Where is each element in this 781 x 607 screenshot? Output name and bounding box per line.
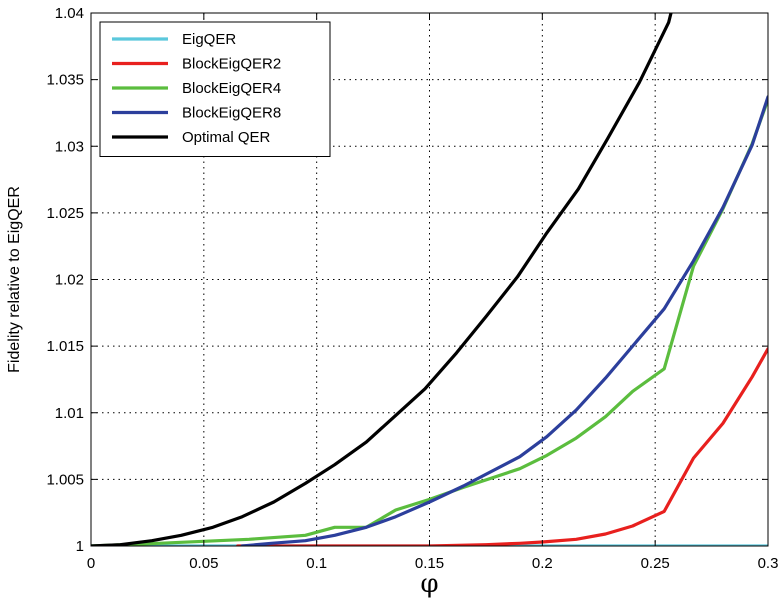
legend-label-optimal-qer: Optimal QER — [182, 129, 271, 146]
series-line-blockeigqer2 — [236, 347, 768, 546]
y-tick-label: 1 — [76, 538, 84, 555]
x-tick-label: 0.1 — [306, 555, 327, 572]
y-tick-label: 1.01 — [55, 405, 84, 422]
x-tick-label: 0.15 — [415, 555, 444, 572]
x-tick-label: 0.3 — [758, 555, 779, 572]
series-lines — [91, 13, 768, 546]
legend-label-blockeigqer8: BlockEigQER8 — [182, 105, 281, 122]
legend: EigQER BlockEigQER2 BlockEigQER4 BlockEigQE… — [99, 21, 331, 157]
y-tick-label: 1.03 — [55, 138, 84, 155]
y-tick-label: 1.025 — [46, 205, 84, 222]
y-tick-label: 1.04 — [55, 5, 84, 22]
legend-label-blockeigqer2: BlockEigQER2 — [182, 56, 281, 73]
y-tick-label: 1.02 — [55, 272, 84, 289]
y-tick-label: 1.015 — [46, 338, 84, 355]
x-tick-label: 0.05 — [189, 555, 218, 572]
legend-label-blockeigqer4: BlockEigQER4 — [182, 80, 281, 97]
y-tick-label: 1.035 — [46, 72, 84, 89]
y-axis-label: Fidelity relative to EigQER — [6, 186, 23, 373]
axis-ticks — [90, 12, 769, 547]
y-tick-labels: 1 1.005 1.01 1.015 1.02 1.025 1.03 1.035 1.04 — [46, 5, 84, 555]
x-tick-labels: 0 0.05 0.1 0.15 0.2 0.25 0.3 — [87, 555, 779, 572]
series-line-blockeigqer8 — [240, 95, 768, 546]
y-tick-label: 1.005 — [46, 471, 84, 488]
x-axis-label: φ — [420, 569, 438, 599]
legend-label-eigqer: EigQER — [182, 31, 236, 48]
x-tick-label: 0.2 — [532, 555, 553, 572]
series-line-optimal-qer — [91, 13, 673, 546]
series-line-blockeigqer4 — [91, 98, 768, 546]
x-tick-label: 0 — [87, 555, 95, 572]
x-tick-label: 0.25 — [641, 555, 670, 572]
